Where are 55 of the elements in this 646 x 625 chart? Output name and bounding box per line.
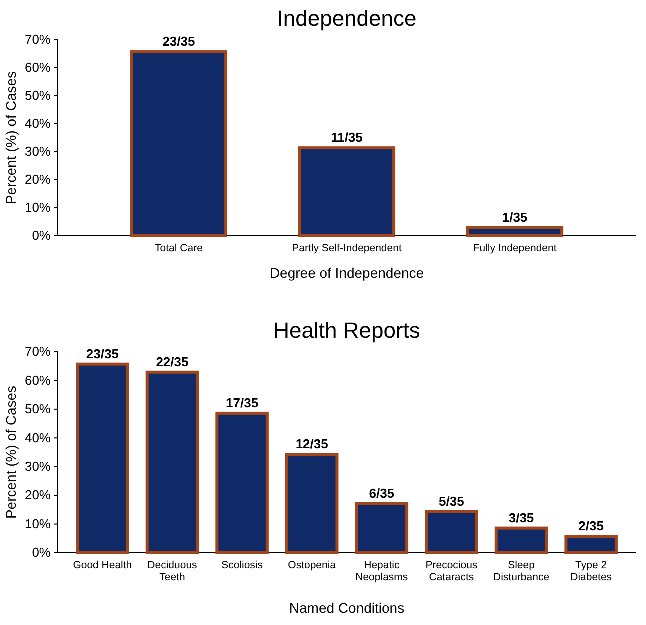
y-tick-label: 30%	[24, 144, 52, 160]
y-tick-label: 0%	[32, 228, 52, 244]
chart-title: Health Reports	[274, 318, 420, 343]
y-tick-label: 60%	[24, 372, 52, 388]
data-label: 6/35	[369, 486, 395, 501]
y-tick-label: 20%	[24, 172, 52, 188]
data-label: 23/35	[86, 346, 119, 362]
data-label: 12/35	[296, 436, 328, 452]
y-tick-label: 70%	[24, 32, 52, 48]
data-label: 22/35	[156, 354, 189, 370]
x-tick-label: Precocious Cataracts	[426, 559, 478, 584]
y-tick-label: 50%	[24, 402, 52, 417]
x-tick-label: Good Health	[73, 559, 132, 572]
data-label: 17/35	[226, 395, 259, 410]
x-axis-title: Degree of Independence	[270, 265, 424, 281]
bar	[298, 146, 396, 238]
x-tick-label: Scoliosis	[222, 559, 264, 572]
data-label: 1/35	[502, 210, 528, 225]
data-label: 5/35	[439, 494, 464, 509]
bar	[76, 362, 130, 554]
y-tick-label: 10%	[24, 200, 52, 216]
bar	[564, 535, 618, 554]
x-tick-label: Hepatic Neoplasms	[356, 559, 408, 584]
x-tick-label: Deciduous Teeth	[148, 559, 198, 584]
y-tick-label: 0%	[32, 545, 52, 560]
y-tick-label: 50%	[24, 88, 52, 104]
data-label: 23/35	[162, 34, 196, 50]
bar	[130, 50, 228, 238]
y-tick-label: 30%	[24, 459, 52, 474]
data-label: 2/35	[578, 518, 604, 534]
bar	[285, 453, 339, 554]
bar	[216, 412, 269, 554]
x-tick-label: Ostopenia	[288, 559, 336, 572]
y-tick-label: 70%	[24, 344, 52, 360]
x-tick-label: Total Care	[155, 242, 204, 254]
y-axis-title: Percent (%) of Cases	[3, 71, 19, 205]
x-tick-label: Partly Self-Independent	[292, 242, 402, 254]
y-tick-label: 40%	[24, 116, 52, 132]
data-label: 11/35	[331, 130, 363, 146]
bar	[425, 510, 478, 554]
x-tick-label: Sleep Disturbance	[494, 559, 550, 584]
y-tick-label: 20%	[24, 488, 52, 503]
y-tick-label: 60%	[24, 60, 52, 76]
chart-title: Independence	[277, 6, 417, 31]
bar	[466, 226, 564, 238]
x-tick-label: Type 2 Diabetes	[570, 559, 612, 584]
data-label: 3/35	[508, 510, 534, 526]
y-tick-label: 40%	[24, 430, 52, 446]
bar	[146, 370, 200, 554]
bar	[494, 526, 548, 554]
y-axis-title: Percent (%) of Cases	[3, 386, 19, 520]
bar	[355, 502, 409, 554]
x-axis-title: Named Conditions	[289, 600, 405, 616]
y-tick-label: 10%	[24, 516, 52, 532]
x-tick-label: Fully Independent	[473, 242, 557, 254]
